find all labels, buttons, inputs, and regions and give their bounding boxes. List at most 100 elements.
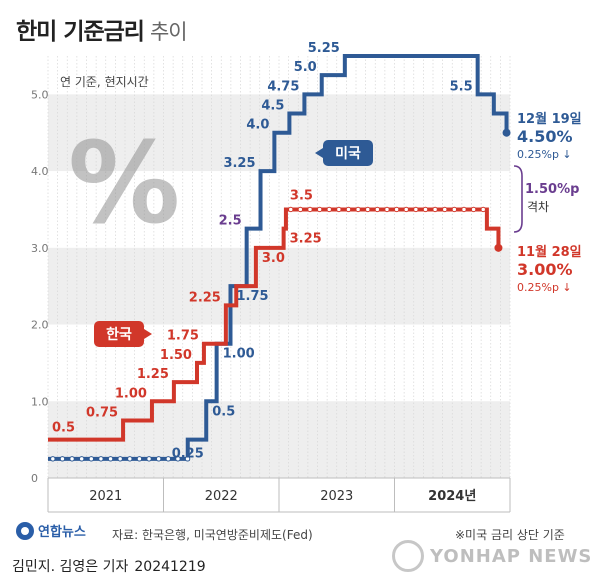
plateau-marker: [297, 206, 304, 213]
y-tick-label: 2.0: [31, 319, 49, 332]
plateau-marker: [307, 206, 313, 213]
agency-name: 연합뉴스: [38, 525, 86, 540]
x-tick-label: 2022: [205, 489, 238, 504]
plateau-marker: [345, 206, 352, 213]
plateau-marker: [69, 456, 75, 462]
plateau-marker: [50, 456, 56, 462]
watermark-text: YONHAP NEWS: [430, 545, 593, 567]
footnote: ※미국 금리 상단 기준: [455, 528, 565, 542]
data-label: 5.0: [294, 60, 317, 75]
data-label: 4.0: [246, 118, 269, 133]
series-layer: [48, 54, 511, 462]
plateau-marker: [470, 206, 477, 213]
data-label: 3.0: [262, 251, 285, 266]
korea-badge-bg: [94, 321, 144, 347]
data-label: 2.5: [219, 214, 242, 229]
source-note: 자료: 한국은행, 미국연방준비제도(Fed): [112, 528, 313, 542]
y-tick-label: 4.0: [31, 165, 49, 178]
plateau-marker: [403, 206, 409, 213]
data-label: 5.5: [450, 79, 473, 94]
x-tick-label: 2024년: [428, 489, 476, 504]
korea-end-value: 3.00%: [517, 260, 573, 279]
credit-line: 김민지. 김영은 기자 20241219: [12, 556, 206, 576]
vertical-gridlines: [47, 56, 511, 478]
us-badge-bg: [323, 140, 373, 166]
plateau-marker: [146, 456, 152, 462]
plateau-marker: [451, 206, 458, 213]
y-tick-label: 1.0: [31, 395, 49, 408]
watermark: YONHAP NEWS: [392, 540, 592, 572]
data-label: 3.25: [290, 232, 322, 247]
end-point-marker: [494, 243, 503, 252]
data-labels: 0.25 0.5 1.00 1.75 2.5 3.25 4.0 4.5 4.75 5.0 5.25 5…: [52, 41, 473, 462]
gap-value: 1.50%p: [525, 182, 579, 197]
plateau-marker: [288, 206, 294, 213]
plateau-marker: [184, 456, 191, 462]
data-label: 3.5: [290, 188, 313, 203]
us-end-value: 4.50%: [517, 127, 573, 146]
data-label: 2.25: [189, 290, 221, 305]
y-tick-label: 0: [31, 472, 38, 485]
data-label: 4.75: [267, 79, 299, 94]
plateau-marker: [442, 206, 448, 213]
plateau-marker: [336, 206, 342, 213]
korea-badge: 한국: [94, 321, 152, 347]
plateau-marker: [136, 456, 143, 462]
plateau-marker: [355, 206, 361, 213]
credit-names: 김민지. 김영은 기자: [12, 559, 129, 575]
plateau-marker: [365, 206, 371, 213]
plateau-marker: [480, 206, 486, 213]
data-label: 0.5: [212, 404, 235, 419]
y-tick-label: 5.0: [31, 88, 49, 101]
plateau-marker: [374, 206, 381, 213]
korea-badge-text: 한국: [106, 327, 132, 343]
plateau-marker: [316, 206, 323, 213]
watermark-logo-icon: [392, 540, 424, 572]
plateau-marker: [393, 206, 400, 213]
korea-rate-line: [48, 207, 501, 442]
us-end-change: 0.25%p ↓: [517, 148, 572, 161]
plateau-marker: [326, 206, 332, 213]
unit-note: 연 기준, 현지시간: [60, 75, 149, 89]
y-tick-label: 3.0: [31, 242, 49, 255]
chart-title: 한미 기준금리 추이: [16, 12, 188, 45]
data-label: 4.5: [261, 99, 284, 114]
korea-end-date: 11월 28일: [517, 244, 582, 260]
plateau-marker: [107, 456, 114, 462]
plateau-marker: [422, 206, 429, 213]
x-tick-label: 2023: [320, 489, 353, 504]
plateau-marker: [384, 206, 390, 213]
plateau-marker: [127, 456, 133, 462]
x-tick-label: 2021: [89, 489, 122, 504]
data-label: 0.75: [86, 405, 118, 420]
plateau-marker: [78, 456, 85, 462]
title-main: 한미 기준금리: [16, 19, 145, 45]
us-badge: 미국: [315, 140, 373, 166]
us-badge-text: 미국: [335, 146, 361, 162]
credit-date: 20241219: [134, 559, 206, 575]
plateau-marker: [88, 456, 95, 462]
title-sub: 추이: [149, 20, 188, 44]
plateau-marker: [59, 456, 66, 462]
end-point-marker: [502, 128, 511, 137]
us-badge-pointer: [315, 148, 323, 158]
gap-label: 격차: [527, 200, 549, 214]
plateau-marker: [165, 456, 172, 462]
x-axis: 2021 2022 2023 2024년: [47, 477, 511, 513]
plateau-marker: [117, 456, 123, 462]
data-label: 1.50: [160, 348, 192, 363]
y-axis: 0 1.0 2.0 3.0 4.0 5.0: [31, 88, 49, 485]
korea-badge-pointer: [144, 329, 152, 339]
plateau-marker: [98, 456, 104, 462]
agency-logo-icon: [16, 521, 34, 540]
plateau-marker: [155, 456, 162, 462]
korea-end-change: 0.25%p ↓: [517, 281, 572, 294]
data-label: 1.00: [115, 386, 147, 401]
us-end-date: 12월 19일: [517, 111, 582, 127]
data-label: 1.75: [236, 289, 268, 304]
data-label: 0.5: [52, 421, 75, 436]
plateau-marker: [175, 456, 181, 462]
plateau-marker: [461, 206, 467, 213]
